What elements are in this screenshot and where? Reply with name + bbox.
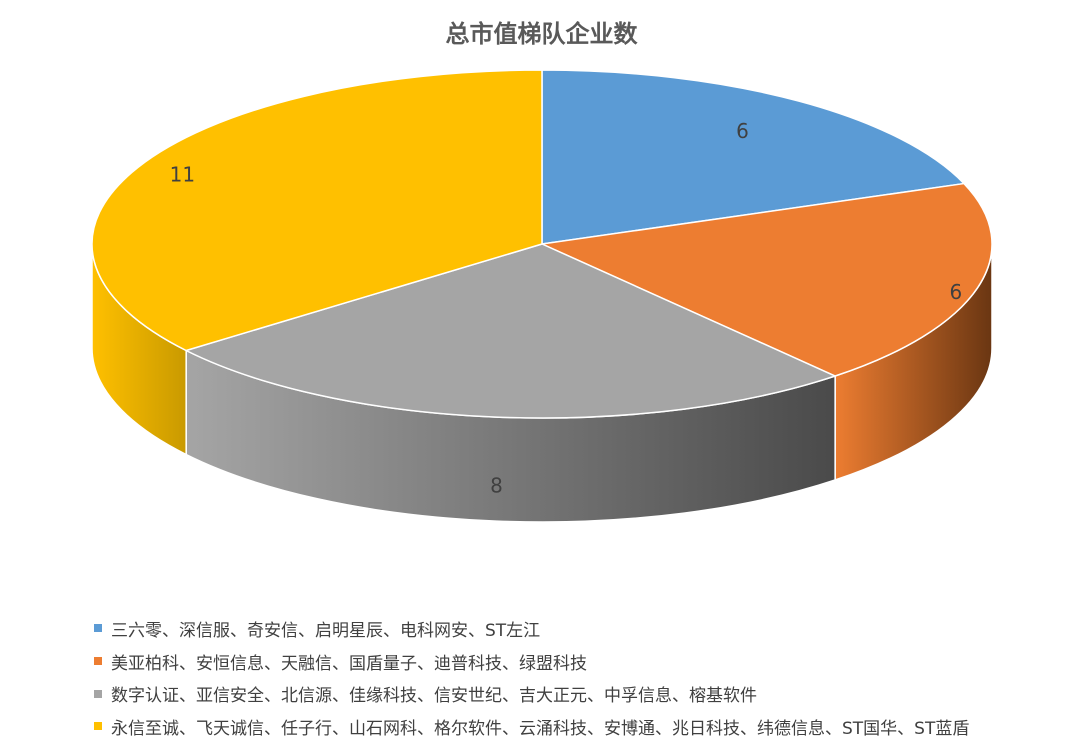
legend-label: 永信至诚、飞天诚信、任子行、山石网科、格尔软件、云涌科技、安博通、兆日科技、纬德… <box>111 718 970 739</box>
legend-item: 永信至诚、飞天诚信、任子行、山石网科、格尔软件、云涌科技、安博通、兆日科技、纬德… <box>94 710 969 743</box>
chart-title: 总市值梯队企业数 <box>445 20 638 48</box>
legend-item: 美亚柏科、安恒信息、天融信、国盾量子、迪普科技、绿盟科技 <box>94 645 969 678</box>
legend-swatch <box>94 657 102 666</box>
slice-4-value-label: 11 <box>170 162 195 186</box>
legend-label: 数字认证、亚信安全、北信源、佳缘科技、信安世纪、吉大正元、中孚信息、榕基软件 <box>111 686 757 707</box>
slice-2-value-label: 6 <box>950 280 963 304</box>
legend-label: 美亚柏科、安恒信息、天融信、国盾量子、迪普科技、绿盟科技 <box>111 653 587 674</box>
slice-1-top <box>541 69 965 245</box>
legend-item: 三六零、深信服、奇安信、启明星辰、电科网安、ST左江 <box>94 612 969 645</box>
slice-3-top <box>185 243 836 419</box>
legend-label: 三六零、深信服、奇安信、启明星辰、电科网安、ST左江 <box>111 620 541 641</box>
slice-2-top <box>541 182 993 377</box>
slice-4-top <box>91 69 543 352</box>
legend-item: 数字认证、亚信安全、北信源、佳缘科技、信安世纪、吉大正元、中孚信息、榕基软件 <box>94 677 969 710</box>
pie-side-walls <box>91 243 993 523</box>
legend-swatch <box>94 624 102 633</box>
pie-data-labels: 6 6 8 11 <box>170 119 963 498</box>
pie-top-faces <box>91 69 993 419</box>
legend: 三六零、深信服、奇安信、启明星辰、电科网安、ST左江美亚柏科、安恒信息、天融信、… <box>94 612 969 743</box>
legend-swatch <box>94 689 102 698</box>
slice-3-value-label: 8 <box>490 474 503 498</box>
legend-swatch <box>94 722 102 731</box>
slice-1-value-label: 6 <box>736 119 749 143</box>
